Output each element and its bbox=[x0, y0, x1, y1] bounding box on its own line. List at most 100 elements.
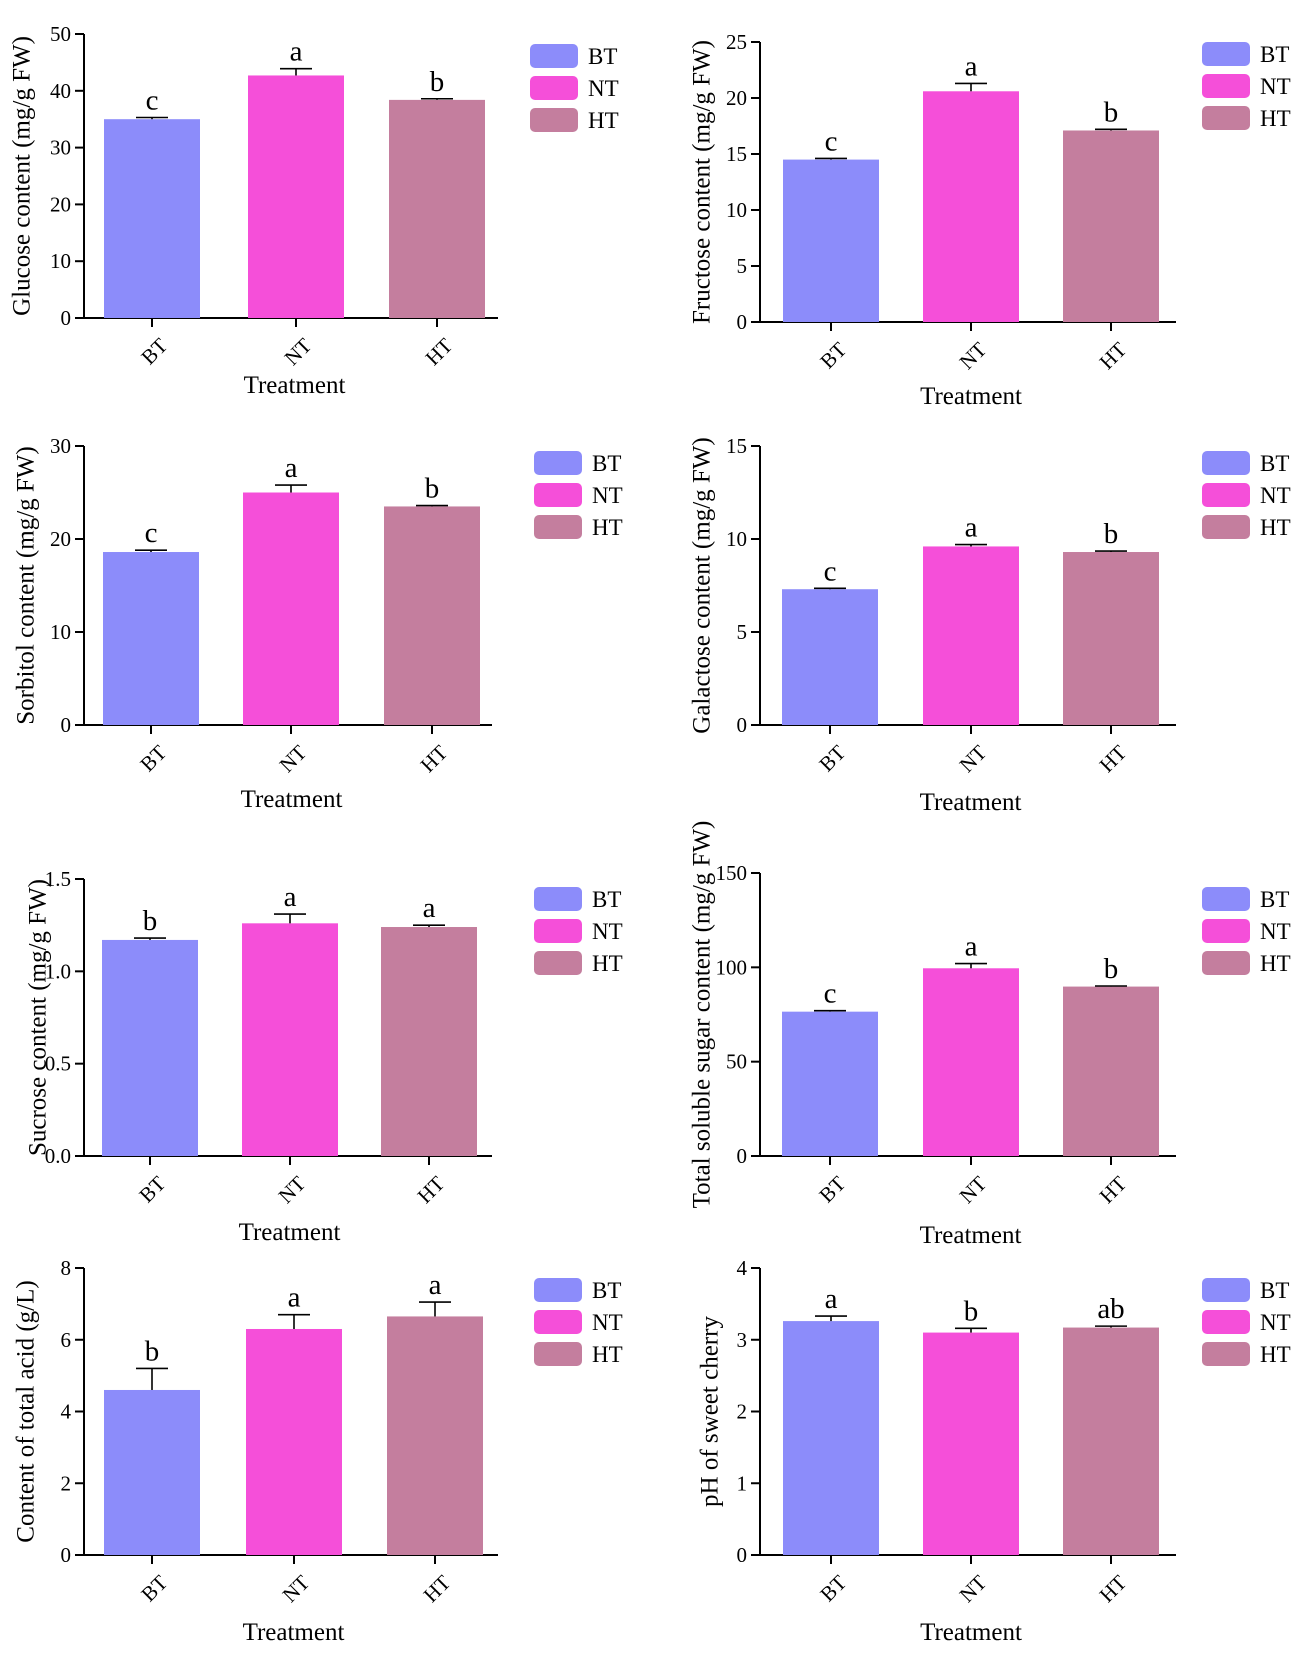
y-tick-label: 30 bbox=[50, 136, 71, 160]
legend-label: BT bbox=[592, 1278, 621, 1303]
legend: BT NT HT bbox=[1202, 1278, 1291, 1367]
legend-label: NT bbox=[1260, 919, 1291, 944]
y-tick-label: 6 bbox=[61, 1328, 72, 1352]
legend-swatch-bt bbox=[534, 1278, 582, 1302]
legend-label: BT bbox=[1260, 887, 1289, 912]
legend-label: NT bbox=[1260, 483, 1291, 508]
legend-label: HT bbox=[1260, 106, 1291, 131]
y-tick-label: 30 bbox=[50, 434, 71, 458]
chart-panel-6: 0 50 100 150 c BT a NT b HT Total soluble sugar co… bbox=[689, 821, 1291, 1249]
legend-label: NT bbox=[588, 76, 619, 101]
x-axis-title: Treatment bbox=[920, 789, 1022, 816]
y-tick-label: 10 bbox=[726, 527, 747, 551]
legend: BT NT HT bbox=[534, 451, 623, 540]
y-axis-title: Sucrose content (mg/g FW) bbox=[25, 879, 52, 1156]
bar-nt bbox=[923, 546, 1019, 725]
significance-label: b bbox=[430, 66, 445, 98]
x-tick-label: BT bbox=[815, 337, 851, 373]
legend-swatch-ht bbox=[530, 108, 578, 132]
legend-swatch-ht bbox=[1202, 106, 1250, 130]
y-tick-label: 2 bbox=[737, 1400, 748, 1424]
bar-nt bbox=[246, 1328, 342, 1555]
x-axis-title: Treatment bbox=[920, 383, 1022, 410]
legend-label: NT bbox=[1260, 74, 1291, 99]
bar-nt bbox=[248, 75, 344, 319]
x-tick-label: HT bbox=[1095, 337, 1132, 374]
y-tick-label: 10 bbox=[50, 249, 71, 273]
legend-swatch-nt bbox=[1202, 74, 1250, 98]
x-tick-label: BT bbox=[136, 333, 172, 369]
y-tick-label: 0 bbox=[61, 1543, 72, 1567]
significance-label: a bbox=[288, 1282, 301, 1314]
significance-label: a bbox=[965, 931, 978, 963]
bar-ht bbox=[1063, 986, 1159, 1156]
significance-label: a bbox=[284, 881, 297, 913]
legend-swatch-bt bbox=[534, 451, 582, 475]
bar-ht bbox=[1063, 130, 1159, 322]
bar-bt bbox=[783, 1321, 879, 1555]
significance-label: c bbox=[825, 125, 838, 157]
legend-label: BT bbox=[1260, 451, 1289, 476]
x-tick-label: HT bbox=[421, 333, 458, 370]
y-tick-label: 15 bbox=[726, 434, 747, 458]
y-axis-title: Fructose content (mg/g FW) bbox=[689, 40, 716, 324]
x-tick-label: BT bbox=[135, 740, 171, 776]
x-axis-title: Treatment bbox=[239, 1219, 341, 1246]
y-tick-label: 10 bbox=[50, 620, 71, 644]
bar-ht bbox=[387, 1316, 483, 1555]
bar-ht bbox=[389, 99, 485, 318]
significance-label: a bbox=[965, 512, 978, 544]
legend-swatch-bt bbox=[1202, 42, 1250, 66]
legend-label: HT bbox=[592, 951, 623, 976]
y-tick-label: 4 bbox=[737, 1256, 748, 1280]
legend-label: NT bbox=[592, 1310, 623, 1335]
x-axis-title: Treatment bbox=[244, 372, 346, 399]
significance-label: c bbox=[824, 978, 837, 1010]
y-tick-label: 1.5 bbox=[45, 867, 71, 891]
x-tick-label: NT bbox=[278, 1570, 315, 1607]
bar-nt bbox=[923, 1332, 1019, 1555]
legend-swatch-nt bbox=[1202, 483, 1250, 507]
legend-swatch-bt bbox=[530, 44, 578, 68]
legend: BT NT HT bbox=[1202, 887, 1291, 976]
y-tick-label: 0.5 bbox=[45, 1052, 71, 1076]
chart-panel-5: 0.0 0.5 1.0 1.5 b BT a NT a HT Sucrose content (mg… bbox=[25, 867, 623, 1246]
x-axis-title: Treatment bbox=[920, 1222, 1022, 1249]
bar-nt bbox=[243, 492, 339, 725]
legend-label: NT bbox=[592, 919, 623, 944]
y-tick-label: 3 bbox=[737, 1328, 748, 1352]
legend-label: NT bbox=[592, 483, 623, 508]
significance-label: ab bbox=[1097, 1293, 1124, 1325]
bar-bt bbox=[104, 1389, 200, 1555]
y-tick-label: 10 bbox=[726, 198, 747, 222]
y-tick-label: 0 bbox=[61, 306, 72, 330]
legend-swatch-ht bbox=[534, 515, 582, 539]
significance-label: c bbox=[146, 84, 159, 116]
legend-swatch-bt bbox=[1202, 887, 1250, 911]
legend-swatch-ht bbox=[534, 951, 582, 975]
y-axis-title: Content of total acid (g/L) bbox=[13, 1280, 40, 1542]
significance-label: b bbox=[964, 1295, 979, 1327]
bar-nt bbox=[242, 923, 338, 1156]
x-axis-title: Treatment bbox=[243, 1619, 345, 1646]
significance-label: b bbox=[1104, 518, 1119, 550]
chart-panel-3: 0 10 20 30 c BT a NT b HT Sorbitol content (mg/g F… bbox=[13, 434, 623, 813]
significance-label: b bbox=[1104, 96, 1119, 128]
x-axis-title: Treatment bbox=[241, 786, 343, 813]
x-tick-label: NT bbox=[955, 1171, 992, 1208]
y-tick-label: 40 bbox=[50, 79, 71, 103]
bar-ht bbox=[1063, 552, 1159, 725]
legend-label: BT bbox=[1260, 42, 1289, 67]
legend-swatch-nt bbox=[530, 76, 578, 100]
legend-label: BT bbox=[592, 451, 621, 476]
chart-panel-8: 0 1 2 3 4 a BT b NT ab HT pH of sweet cherry Treatme… bbox=[697, 1256, 1291, 1646]
legend-swatch-ht bbox=[534, 1342, 582, 1366]
y-tick-label: 8 bbox=[61, 1256, 72, 1280]
y-tick-label: 50 bbox=[50, 22, 71, 46]
y-tick-label: 0 bbox=[737, 310, 748, 334]
legend: BT NT HT bbox=[530, 44, 619, 133]
chart-panel-4: 0 5 10 15 c BT a NT b HT Galactose content (mg/g F… bbox=[689, 434, 1291, 816]
significance-label: a bbox=[290, 36, 303, 68]
significance-label: a bbox=[965, 50, 978, 82]
